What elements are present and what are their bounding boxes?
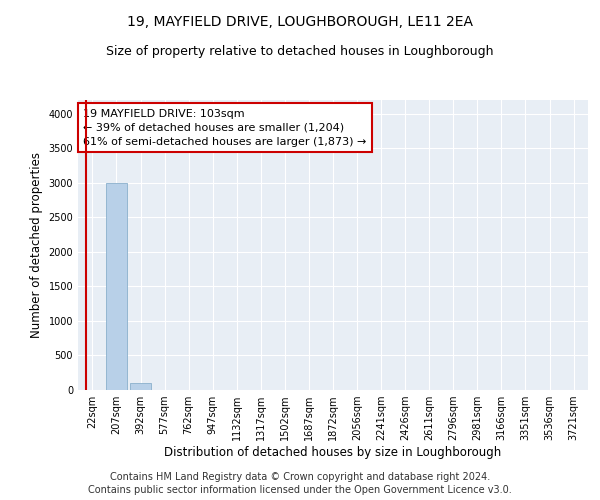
Y-axis label: Number of detached properties: Number of detached properties	[30, 152, 43, 338]
Text: 19, MAYFIELD DRIVE, LOUGHBOROUGH, LE11 2EA: 19, MAYFIELD DRIVE, LOUGHBOROUGH, LE11 2…	[127, 15, 473, 29]
Text: 19 MAYFIELD DRIVE: 103sqm
← 39% of detached houses are smaller (1,204)
61% of se: 19 MAYFIELD DRIVE: 103sqm ← 39% of detac…	[83, 108, 367, 146]
Text: Contains HM Land Registry data © Crown copyright and database right 2024.
Contai: Contains HM Land Registry data © Crown c…	[88, 472, 512, 495]
Bar	[130, 383, 151, 390]
Text: Size of property relative to detached houses in Loughborough: Size of property relative to detached ho…	[106, 45, 494, 58]
X-axis label: Distribution of detached houses by size in Loughborough: Distribution of detached houses by size …	[164, 446, 502, 459]
Bar	[106, 183, 127, 390]
